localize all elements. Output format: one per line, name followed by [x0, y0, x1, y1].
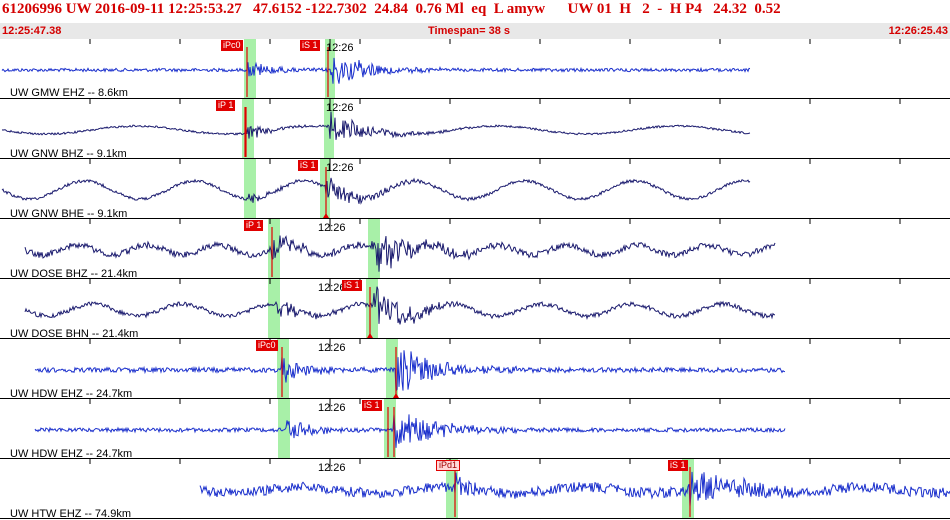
pick-marker[interactable]: iP 1 — [244, 220, 264, 231]
waveform-canvas[interactable] — [0, 39, 950, 520]
pick-marker[interactable]: iS 1 — [342, 280, 362, 291]
timespan: Timespan= 38 s — [428, 25, 510, 37]
timespan-value: 38 s — [485, 25, 511, 37]
channel-label: UW HDW EHZ -- 24.7km — [10, 388, 133, 400]
time-tick-label: 12:26 — [326, 42, 354, 54]
time-range-bar: 12:25:47.38 Timespan= 38 s 12:26:25.43 — [0, 23, 950, 39]
channel-label: UW GNW BHZ -- 9.1km — [10, 148, 127, 160]
pick-marker[interactable]: iS 1 — [300, 40, 320, 51]
channel-label: UW GMW EHZ -- 8.6km — [10, 87, 128, 99]
time-tick-label: 12:26 — [326, 102, 354, 114]
event-summary-text: 61206996 UW 2016-09-11 12:25:53.27 47.61… — [2, 1, 781, 17]
end-time: 12:26:25.43 — [888, 25, 948, 37]
pick-arrow — [323, 213, 329, 218]
waveform-trace — [1, 111, 751, 140]
waveform-trace — [24, 286, 775, 325]
waveform-trace — [34, 414, 786, 448]
waveform-trace — [34, 350, 786, 393]
channel-label: UW HTW EHZ -- 74.9km — [10, 508, 131, 520]
pick-window — [268, 279, 280, 339]
channel-label: UW DOSE BHZ -- 21.4km — [10, 268, 138, 280]
time-tick-label: 12:26 — [318, 282, 346, 294]
pick-arrow — [367, 333, 373, 338]
channel-label: UW GNW BHE -- 9.1km — [10, 208, 128, 220]
pick-marker[interactable]: iS 1 — [362, 400, 382, 411]
channel-label: UW DOSE BHN -- 21.4km — [10, 328, 139, 340]
waveform-trace — [24, 235, 776, 272]
pick-marker[interactable]: iPc0 — [256, 340, 278, 351]
time-tick-label: 12:26 — [318, 462, 346, 474]
pick-marker[interactable]: iS 1 — [298, 160, 318, 171]
start-time: 12:25:47.38 — [2, 25, 62, 37]
pick-marker[interactable]: iP 1 — [216, 100, 236, 111]
channel-label: UW HDW EHZ -- 24.7km — [10, 448, 133, 460]
time-tick-label: 12:26 — [326, 162, 354, 174]
event-summary-bar: 61206996 UW 2016-09-11 12:25:53.27 47.61… — [0, 0, 950, 23]
waveform-trace — [1, 57, 751, 84]
pick-marker[interactable]: iPd1 — [436, 460, 461, 471]
timespan-label: Timespan= — [428, 25, 486, 37]
pick-arrow — [393, 393, 399, 398]
pick-window — [366, 279, 378, 339]
time-tick-label: 12:26 — [318, 342, 346, 354]
waveform-trace — [1, 177, 751, 205]
pick-marker[interactable]: iS 1 — [668, 460, 688, 471]
waveform-trace — [199, 471, 950, 507]
time-tick-label: 12:26 — [318, 402, 346, 414]
time-tick-label: 12:26 — [318, 222, 346, 234]
pick-window — [278, 399, 290, 459]
pick-window — [244, 159, 256, 219]
waveform-panels[interactable]: UW GMW EHZ -- 8.6km UW GNW BHZ -- 9.1km … — [0, 39, 950, 520]
pick-marker[interactable]: iPc0 — [221, 40, 243, 51]
